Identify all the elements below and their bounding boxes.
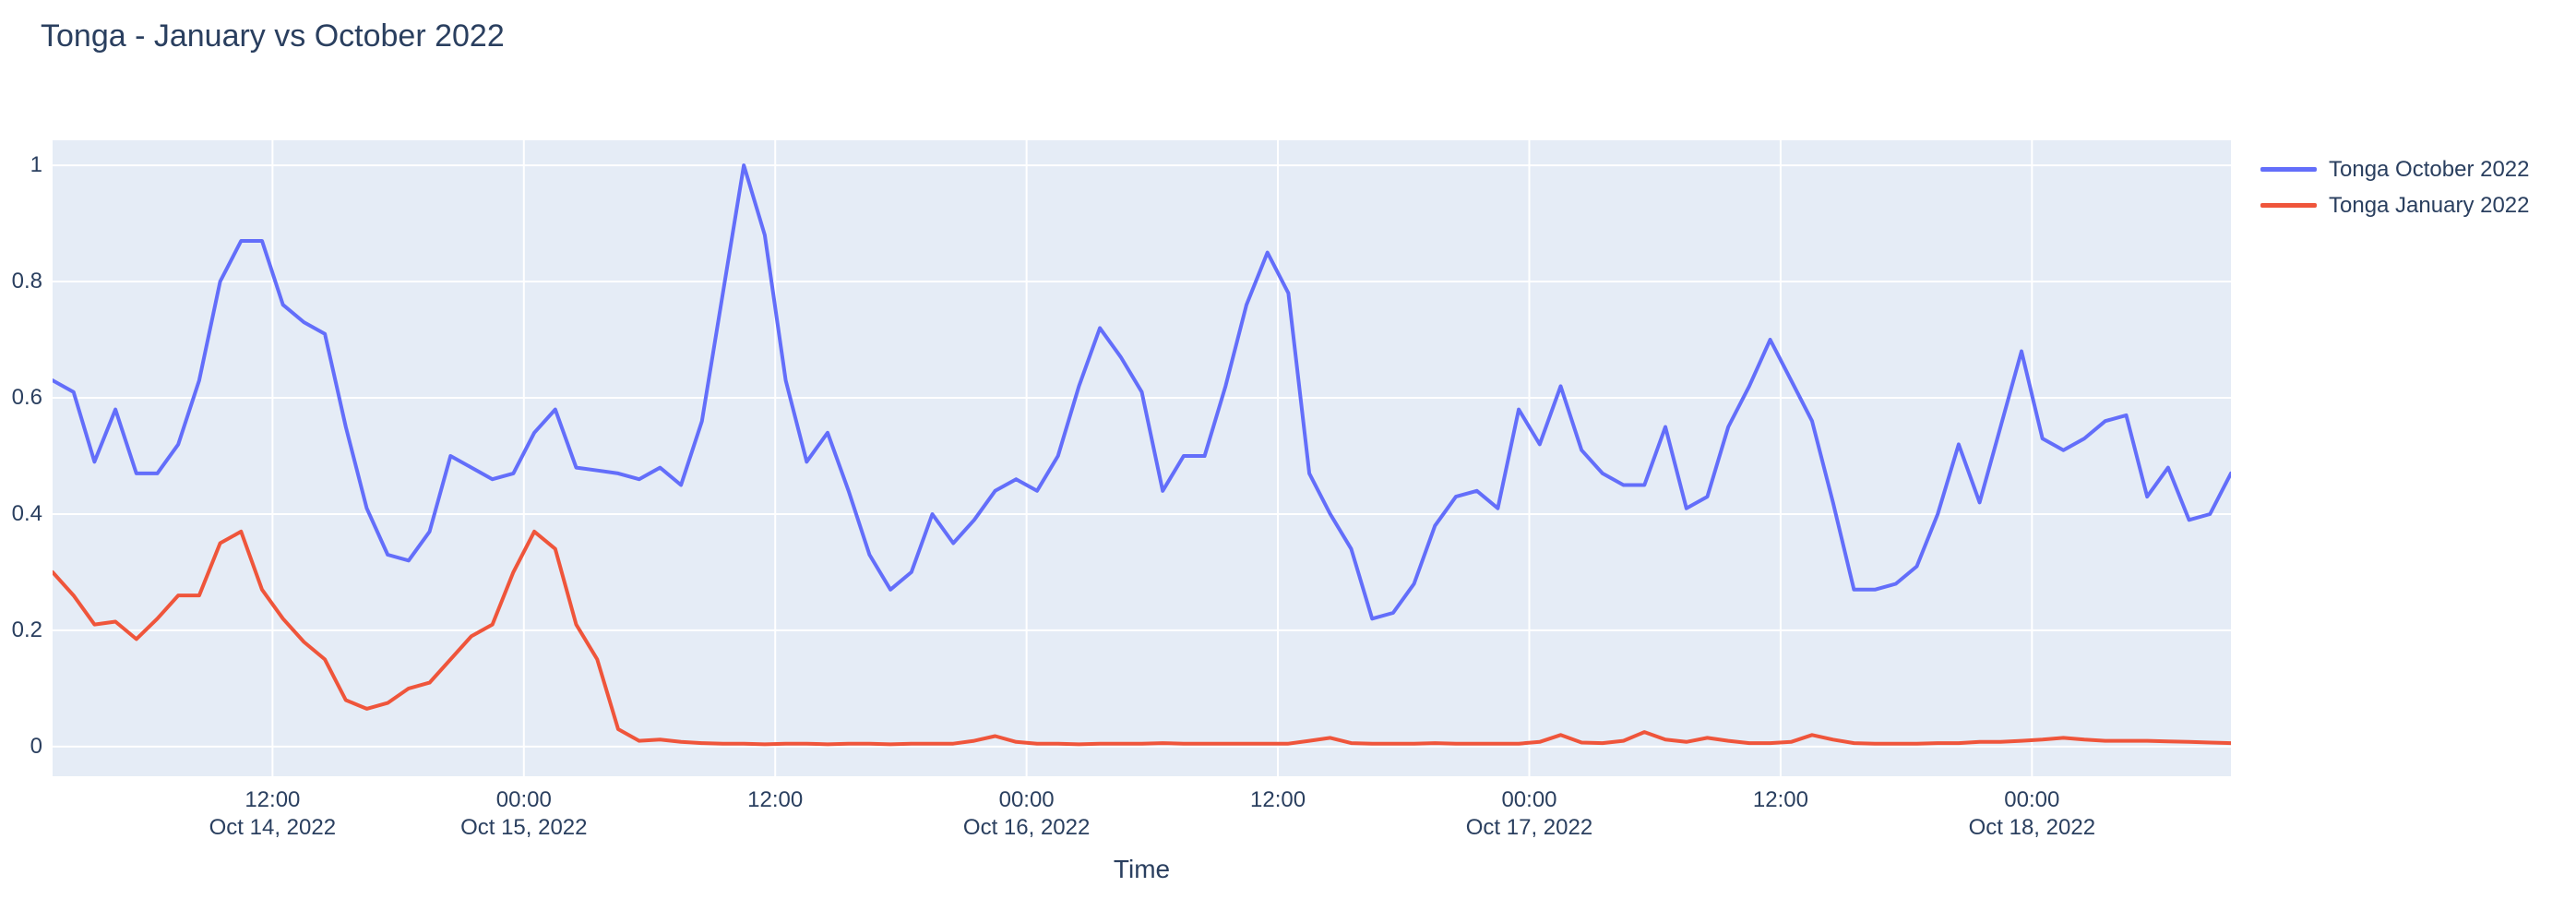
x-tick-time-label: 12:00 <box>244 787 301 812</box>
x-tick-time-label: 00:00 <box>495 787 552 812</box>
x-tick-time-label: 00:00 <box>2004 787 2060 812</box>
legend-line-swatch-january-icon <box>2260 203 2317 208</box>
x-tick-date-label: Oct 16, 2022 <box>962 815 1091 840</box>
trace-tonga-october-2022[interactable] <box>53 163 2231 621</box>
legend-item-tonga-january-2022[interactable]: Tonga January 2022 <box>2260 187 2530 223</box>
legend-line-swatch-october-icon <box>2260 167 2317 172</box>
chart-title: Tonga - January vs October 2022 <box>41 18 505 54</box>
trace-tonga-january-2022[interactable] <box>53 529 2231 747</box>
x-axis-title: Time <box>1113 855 1171 883</box>
x-tick-date-label: Oct 17, 2022 <box>1465 815 1593 840</box>
x-tick-time-label: 12:00 <box>1250 787 1306 812</box>
y-tick-label: 0 <box>30 733 42 759</box>
x-tick-date-label: Oct 18, 2022 <box>1968 815 2096 840</box>
y-tick-label: 0.6 <box>11 385 42 410</box>
x-tick-date-label: Oct 15, 2022 <box>460 815 588 840</box>
y-tick-label: 0.4 <box>11 500 42 526</box>
x-tick-date-label: Oct 14, 2022 <box>209 815 337 840</box>
legend-label-january: Tonga January 2022 <box>2329 192 2530 218</box>
x-tick-time-label: 00:00 <box>998 787 1055 812</box>
legend-label-october: Tonga October 2022 <box>2329 156 2530 182</box>
x-tick-time-label: 12:00 <box>1752 787 1808 812</box>
y-tick-label: 1 <box>30 152 42 178</box>
y-tick-label: 0.8 <box>11 269 42 294</box>
x-tick-time-label: 00:00 <box>1501 787 1557 812</box>
x-tick-time-label: 12:00 <box>747 787 804 812</box>
legend: Tonga October 2022 Tonga January 2022 <box>2260 151 2530 223</box>
legend-item-tonga-october-2022[interactable]: Tonga October 2022 <box>2260 151 2530 187</box>
y-tick-label: 0.2 <box>11 617 42 642</box>
plot-svg <box>53 140 2231 776</box>
plot-area[interactable] <box>53 140 2231 776</box>
